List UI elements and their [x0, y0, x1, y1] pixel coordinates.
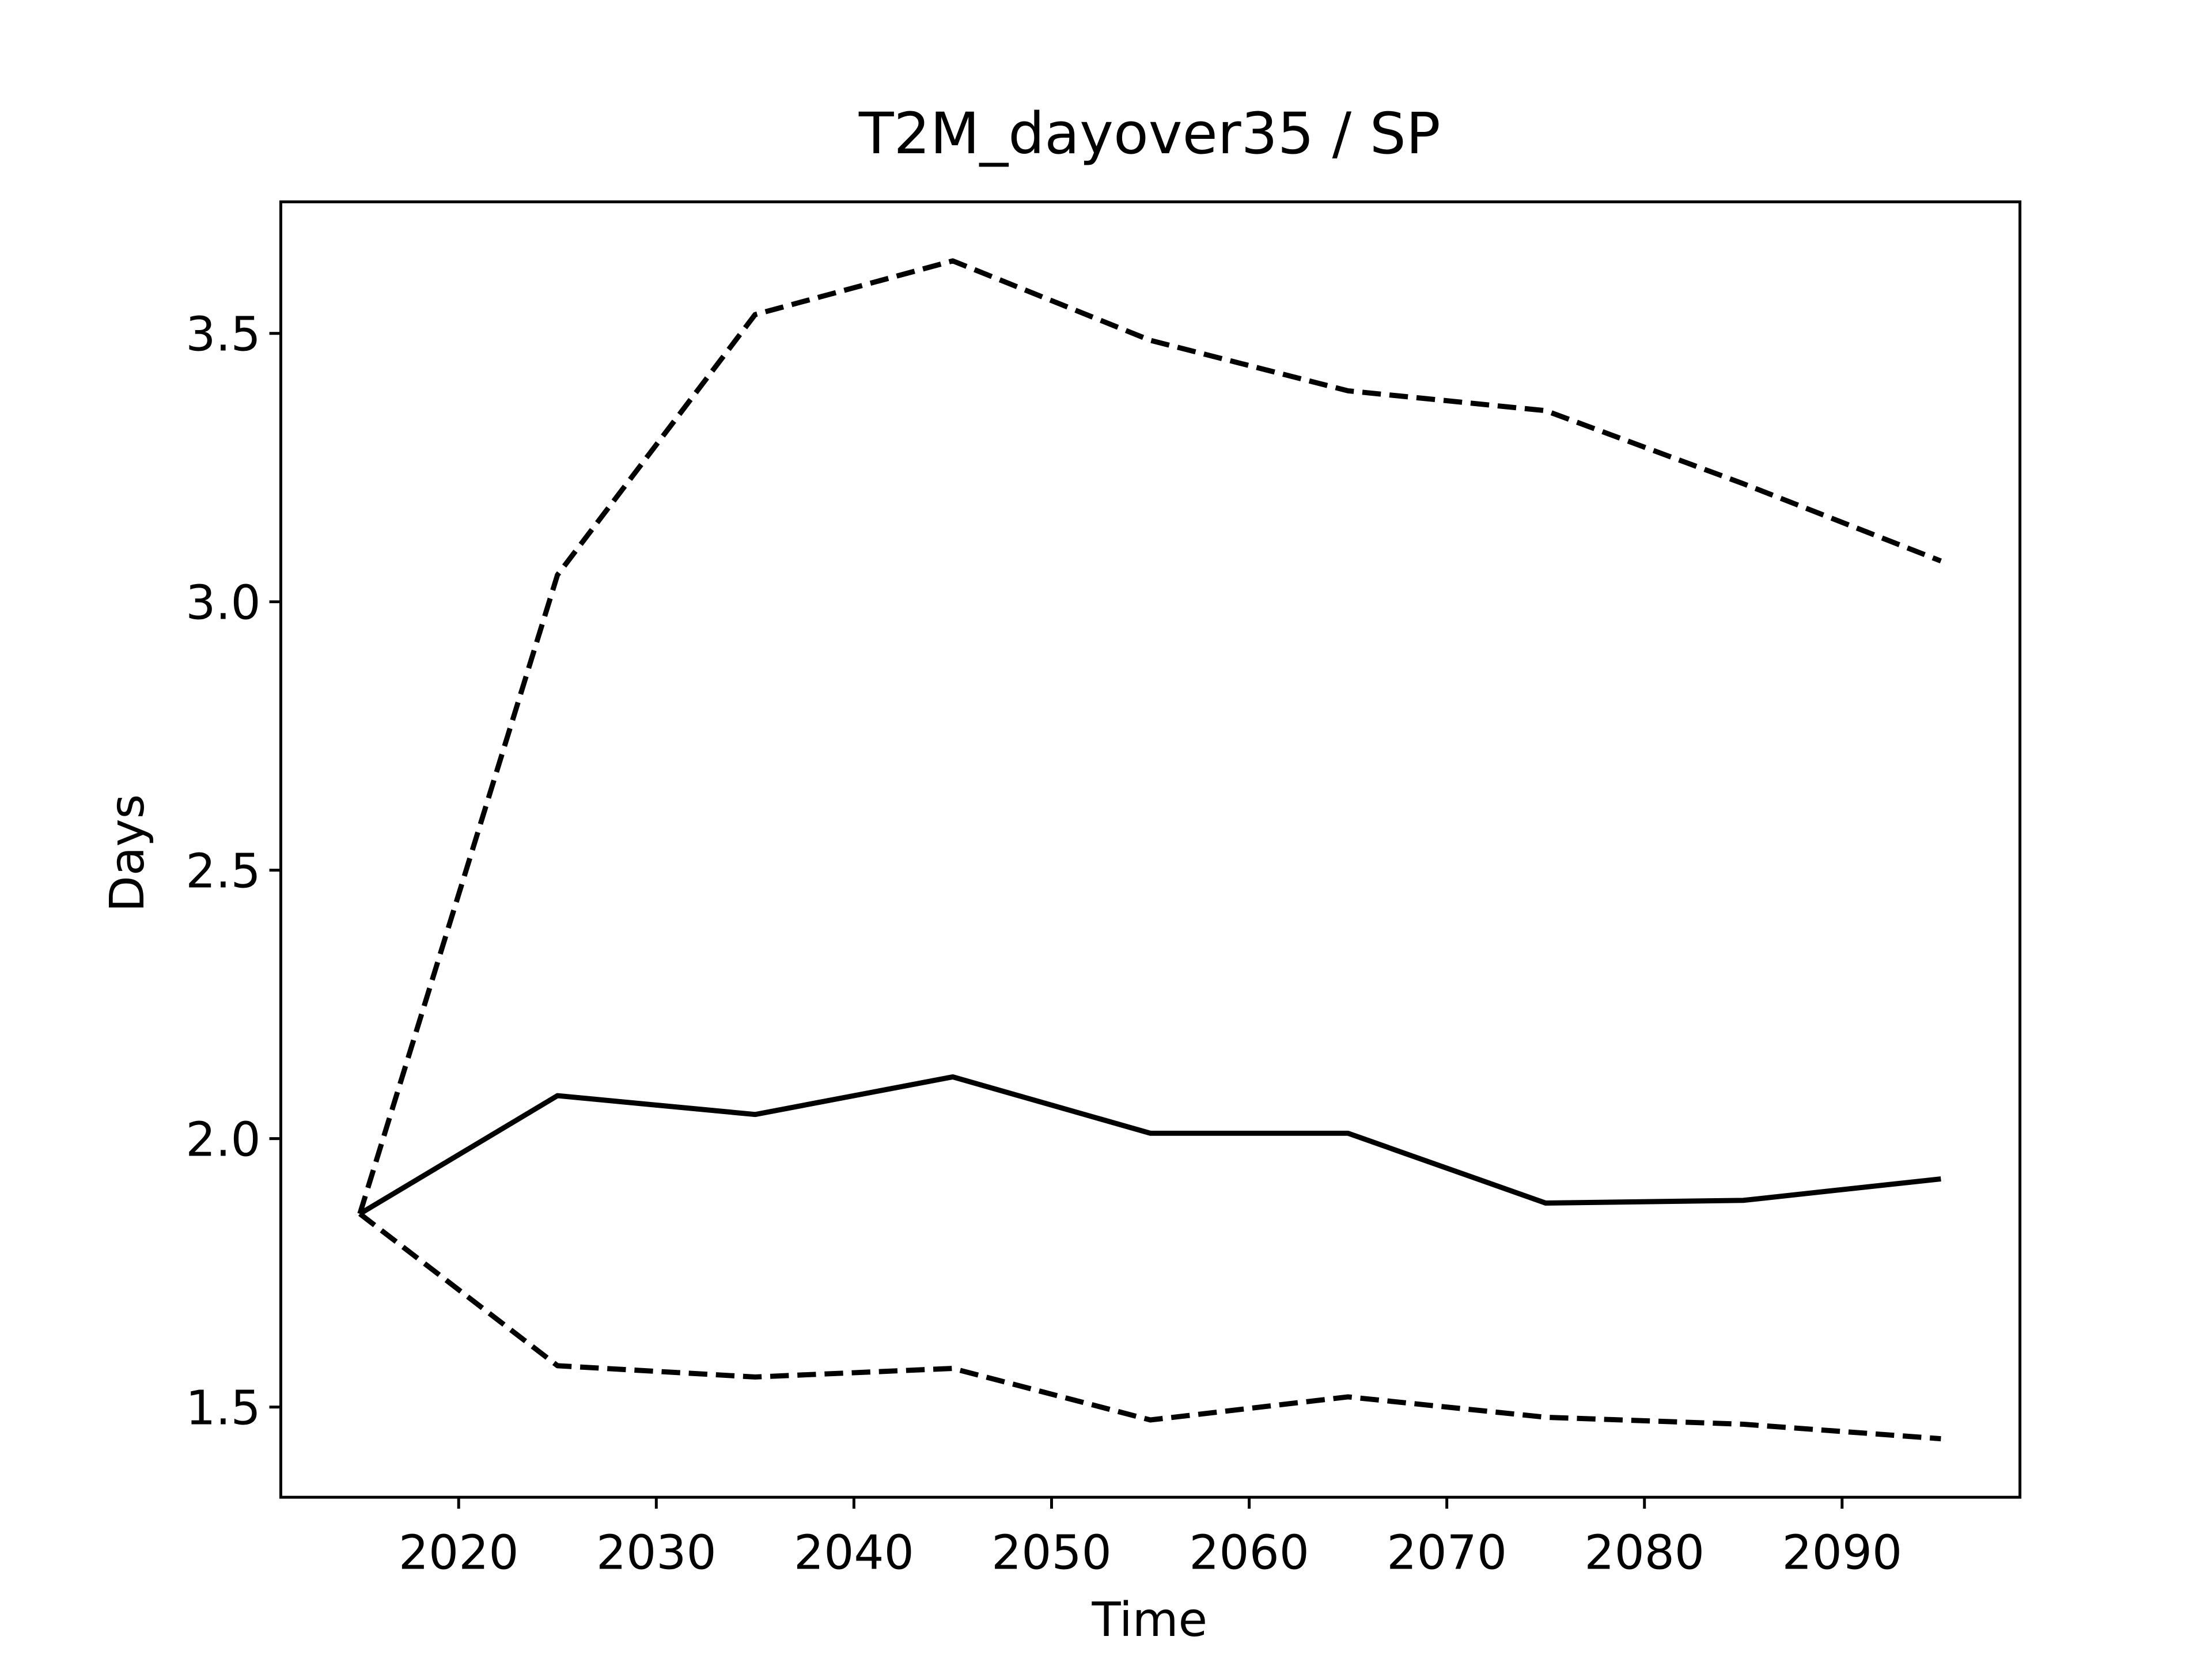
y-tick-label: 3.5 — [185, 308, 260, 362]
line-series — [358, 1074, 1941, 1216]
y-axis-label: Days — [100, 794, 155, 912]
y-tick-label: 2.0 — [185, 1112, 260, 1167]
x-tick-label: 2060 — [1189, 1525, 1309, 1580]
plot-frame — [279, 200, 2022, 1499]
line-series — [357, 258, 1942, 1215]
x-tick-label: 2040 — [794, 1525, 914, 1580]
x-tick-label: 2020 — [399, 1525, 519, 1580]
x-tick-label: 2050 — [991, 1525, 1112, 1580]
x-tick-label: 2070 — [1387, 1525, 1507, 1580]
y-tick-label: 2.5 — [185, 844, 260, 899]
y-tick-label: 3.0 — [185, 576, 260, 631]
x-tick-label: 2030 — [596, 1525, 717, 1580]
x-axis-label: Time — [1091, 1593, 1207, 1647]
x-tick-label: 2090 — [1782, 1525, 1902, 1580]
x-tick-label: 2080 — [1584, 1525, 1705, 1580]
y-tick-label: 1.5 — [185, 1381, 260, 1435]
line-series — [358, 1211, 1941, 1442]
chart-title: T2M_dayover35 / SP — [858, 101, 1441, 167]
